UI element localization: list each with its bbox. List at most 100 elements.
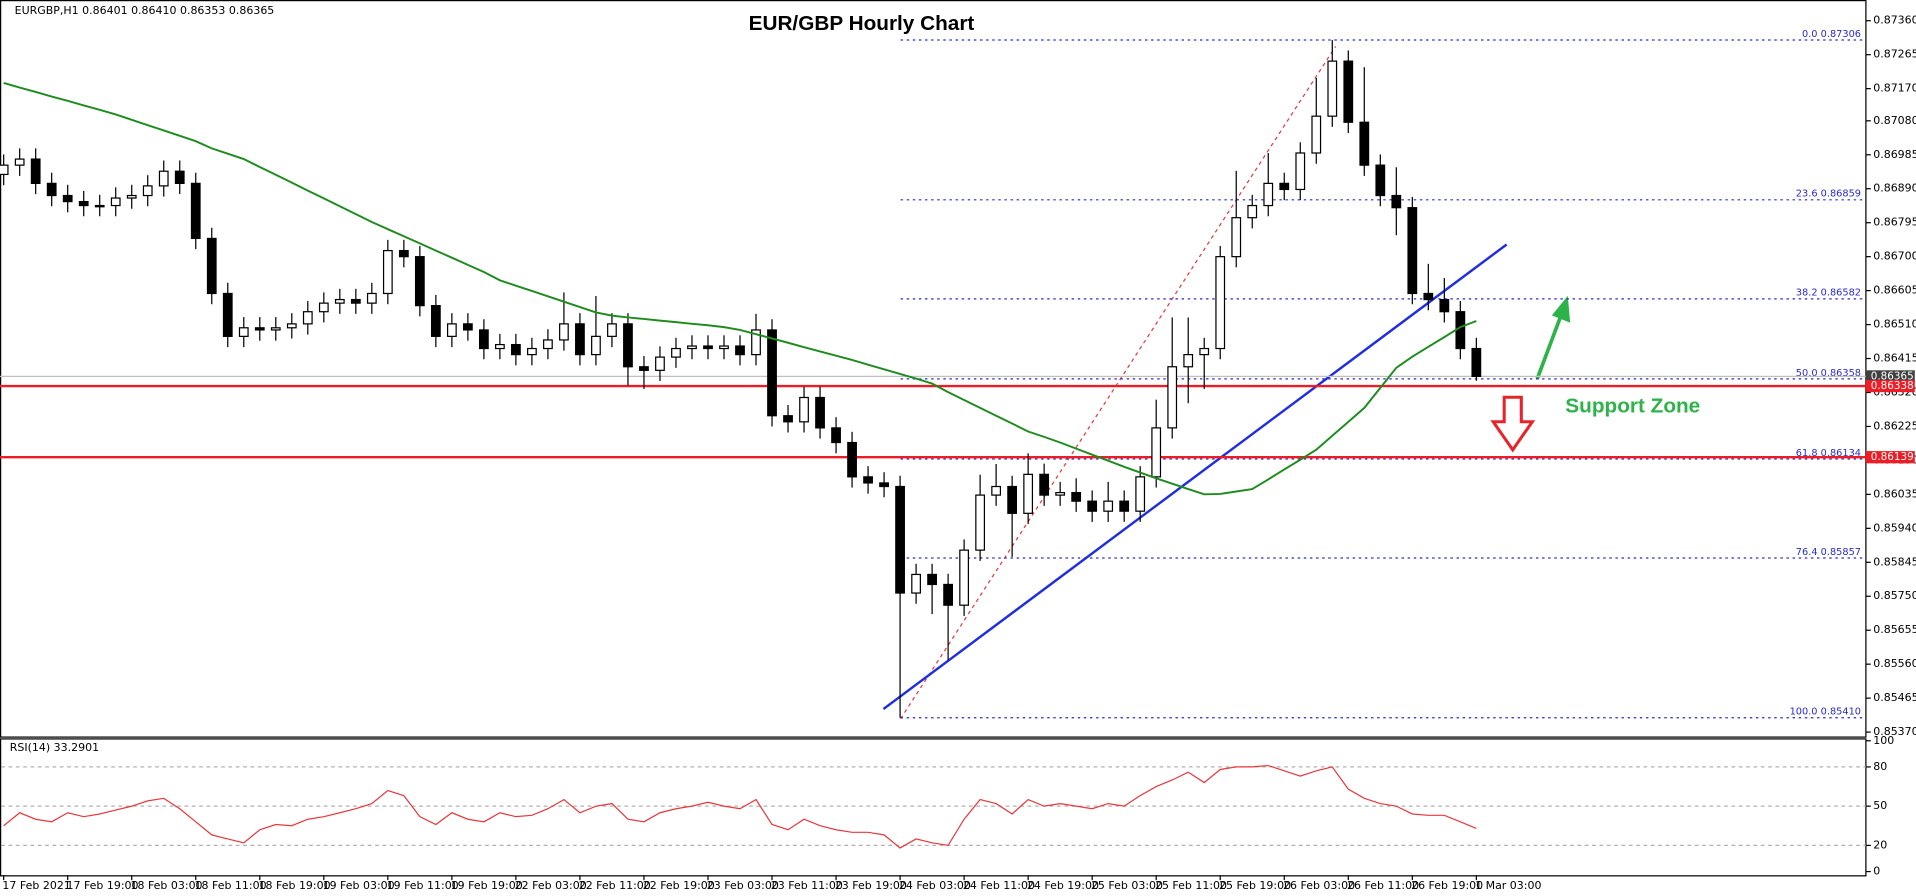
fib-label: 61.8 0.86134	[1796, 448, 1861, 459]
candle-body	[895, 485, 905, 594]
candle-body	[430, 305, 441, 337]
candle-body	[495, 343, 505, 350]
y-tick-label: 20	[1873, 838, 1887, 851]
candle-body	[1407, 207, 1418, 295]
candle-body	[1151, 427, 1162, 478]
y-tick-label: 0.86700	[1873, 250, 1916, 263]
candle-body	[158, 170, 169, 187]
candle-body	[1311, 115, 1322, 154]
candle-body	[1183, 353, 1194, 368]
x-tick-label: 19 Feb 11:00	[387, 879, 459, 892]
x-tick-label: 25 Feb 11:00	[1155, 879, 1227, 892]
fib-guide	[900, 46, 1337, 720]
support-label: 0.86139	[1871, 451, 1914, 463]
candle-body	[1007, 485, 1018, 514]
candle-body	[446, 323, 457, 337]
x-tick-label: 24 Feb 19:00	[1027, 879, 1099, 892]
candle-body	[334, 298, 345, 304]
y-tick-label: 0.86890	[1873, 182, 1916, 195]
x-tick-label: 23 Feb 03:00	[707, 879, 779, 892]
candle-body	[238, 327, 249, 337]
candle-body	[462, 323, 473, 331]
candle-body	[991, 485, 1002, 496]
candle-body	[1119, 500, 1130, 512]
candle-body	[190, 182, 201, 240]
candle-body	[350, 298, 361, 304]
candle-body	[1295, 152, 1306, 191]
y-tick-label: 0.85370	[1873, 725, 1916, 738]
x-tick-label: 19 Feb 03:00	[323, 879, 395, 892]
candle-body	[110, 197, 121, 207]
candle-body	[62, 194, 73, 203]
rsi-line	[3, 764, 1477, 849]
y-tick-label: 0.85845	[1873, 555, 1916, 568]
candle-body	[414, 256, 425, 307]
y-tick-label: 0.86415	[1873, 352, 1916, 365]
chart-header: EURGBP,H1 0.86401 0.86410 0.86353 0.8636…	[15, 4, 275, 17]
candle-body	[94, 204, 105, 208]
candle-body	[1279, 182, 1290, 191]
candle-body	[783, 415, 793, 423]
y-tick-label: 80	[1873, 760, 1887, 773]
candle-body	[318, 302, 329, 313]
candle-body	[142, 185, 153, 197]
x-tick-label: 22 Feb 03:00	[515, 879, 587, 892]
x-tick-label: 17 Feb 2021	[2, 879, 70, 892]
candle-body	[1135, 476, 1146, 512]
candle-body	[655, 356, 665, 371]
x-tick-label: 25 Feb 19:00	[1219, 879, 1291, 892]
candle-body	[254, 327, 265, 331]
x-tick-label: 22 Feb 19:00	[643, 879, 715, 892]
candle-body	[0, 164, 9, 176]
fib-label: 38.2 0.86582	[1796, 288, 1861, 299]
candle-body	[1199, 347, 1210, 356]
fib-label: 50.0 0.86358	[1796, 368, 1861, 379]
x-tick-label: 18 Feb 03:00	[131, 879, 203, 892]
y-tick-label: 0.85655	[1873, 623, 1916, 636]
fib-label: 23.6 0.86859	[1796, 189, 1861, 200]
candle-body	[1039, 473, 1050, 496]
candle-body	[623, 323, 633, 368]
x-tick-label: 1 Mar 03:00	[1475, 879, 1541, 892]
candle-body	[1327, 60, 1338, 117]
candle-body	[478, 329, 489, 350]
candle-body	[719, 345, 729, 350]
candle-body	[767, 329, 777, 417]
candle-body	[975, 494, 986, 551]
x-tick-label: 24 Feb 11:00	[963, 879, 1035, 892]
candle-body	[1263, 182, 1274, 207]
last-price-box	[1865, 370, 1915, 383]
y-tick-label: 0.85560	[1873, 657, 1916, 670]
candle-body	[559, 323, 569, 341]
x-tick-label: 26 Feb 11:00	[1347, 879, 1419, 892]
candle-body	[174, 170, 185, 184]
candle-body	[30, 158, 41, 184]
x-tick-label: 18 Feb 19:00	[259, 879, 331, 892]
candle-body	[302, 311, 313, 325]
candle-body	[879, 482, 889, 488]
candle-body	[671, 347, 681, 358]
x-tick-label: 18 Feb 11:00	[195, 879, 267, 892]
candle-body	[1247, 204, 1258, 219]
candle-body	[1359, 121, 1370, 166]
candle-body	[799, 396, 809, 423]
candle-body	[575, 323, 585, 356]
x-tick-label: 23 Feb 11:00	[771, 879, 843, 892]
y-tick-label: 0.85940	[1873, 521, 1916, 534]
y-tick-label: 0.86035	[1873, 487, 1916, 500]
candle-body	[366, 292, 377, 304]
fib-label: 76.4 0.85857	[1796, 547, 1861, 558]
candle-body	[1231, 217, 1242, 258]
annotation: Support Zone	[1565, 395, 1700, 418]
x-tick-label: 25 Feb 03:00	[1091, 879, 1163, 892]
fib-label: 100.0 0.85410	[1790, 707, 1861, 718]
candle-body	[927, 573, 937, 586]
candles	[0, 40, 1482, 718]
candle-body	[1391, 194, 1402, 209]
candle-body	[1087, 500, 1098, 512]
candle-body	[1471, 347, 1482, 378]
y-tick-label: 0.85465	[1873, 691, 1916, 704]
candle-body	[1343, 60, 1354, 123]
